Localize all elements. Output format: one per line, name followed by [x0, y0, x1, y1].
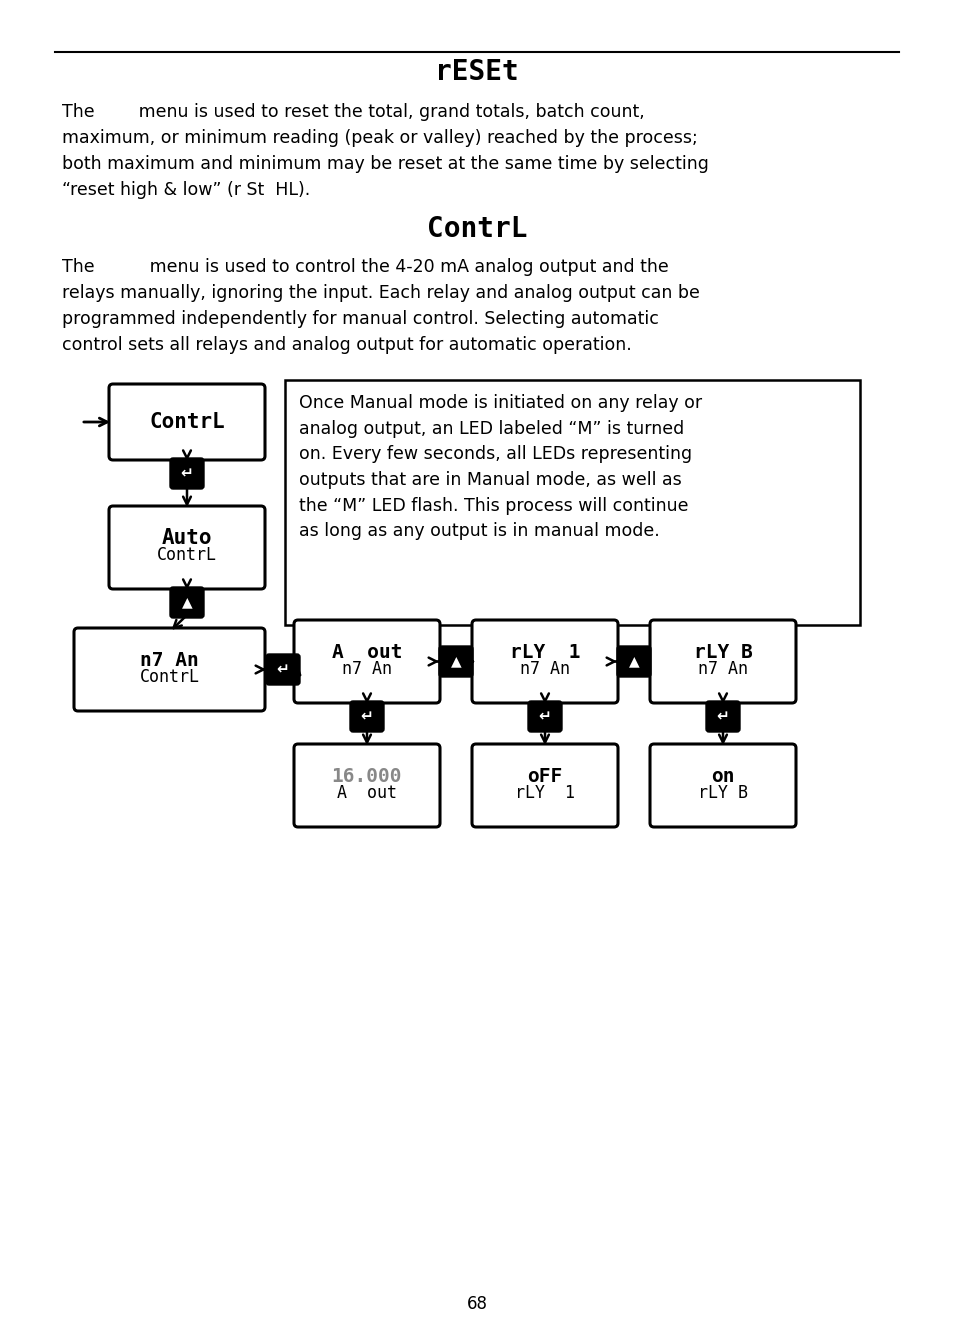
FancyBboxPatch shape [472, 620, 618, 703]
Text: rESEt: rESEt [435, 57, 518, 86]
Text: maximum, or minimum reading (peak or valley) reached by the process;: maximum, or minimum reading (peak or val… [62, 130, 697, 147]
Text: ▲: ▲ [450, 655, 461, 668]
Text: Auto: Auto [162, 528, 212, 548]
FancyBboxPatch shape [74, 628, 265, 711]
Text: n7 An: n7 An [698, 660, 747, 679]
Text: ↵: ↵ [180, 466, 193, 481]
Text: relays manually, ignoring the input. Each relay and analog output can be: relays manually, ignoring the input. Eac… [62, 285, 700, 302]
FancyBboxPatch shape [350, 701, 384, 732]
Text: n7 An: n7 An [519, 660, 569, 679]
FancyBboxPatch shape [294, 620, 439, 703]
FancyBboxPatch shape [649, 744, 795, 827]
Text: ▲: ▲ [181, 596, 193, 609]
Text: rLY B: rLY B [693, 643, 752, 663]
Text: 68: 68 [466, 1295, 487, 1313]
FancyBboxPatch shape [294, 744, 439, 827]
Text: ↵: ↵ [360, 709, 373, 724]
Text: programmed independently for manual control. Selecting automatic: programmed independently for manual cont… [62, 310, 659, 329]
Text: n7 An: n7 An [341, 660, 392, 679]
Text: A  out: A out [332, 643, 402, 663]
Text: rLY  1: rLY 1 [515, 784, 575, 803]
FancyBboxPatch shape [705, 701, 740, 732]
Text: rLY B: rLY B [698, 784, 747, 803]
FancyBboxPatch shape [266, 655, 299, 685]
Text: both maximum and minimum may be reset at the same time by selecting: both maximum and minimum may be reset at… [62, 155, 708, 172]
Text: rLY  1: rLY 1 [509, 643, 579, 663]
Text: ContrL: ContrL [149, 411, 225, 432]
Text: ↵: ↵ [716, 709, 729, 724]
Text: ↵: ↵ [276, 663, 289, 677]
Text: The        menu is used to reset the total, grand totals, batch count,: The menu is used to reset the total, gra… [62, 103, 644, 122]
Text: control sets all relays and analog output for automatic operation.: control sets all relays and analog outpu… [62, 335, 631, 354]
Text: ContrL: ContrL [157, 546, 216, 565]
Text: A  out: A out [336, 784, 396, 803]
FancyBboxPatch shape [109, 383, 265, 460]
Text: 16.000: 16.000 [332, 767, 402, 786]
Text: ContrL: ContrL [139, 668, 199, 687]
Text: “reset high & low” (r St  HL).: “reset high & low” (r St HL). [62, 180, 310, 199]
FancyBboxPatch shape [170, 587, 204, 619]
Text: Once Manual mode is initiated on any relay or
analog output, an LED labeled “M” : Once Manual mode is initiated on any rel… [298, 394, 701, 541]
FancyBboxPatch shape [527, 701, 561, 732]
FancyBboxPatch shape [617, 647, 650, 677]
FancyBboxPatch shape [472, 744, 618, 827]
Text: n7 An: n7 An [140, 651, 198, 669]
Text: ContrL: ContrL [426, 215, 527, 243]
Text: The          menu is used to control the 4-20 mA analog output and the: The menu is used to control the 4-20 mA … [62, 258, 668, 277]
FancyBboxPatch shape [109, 506, 265, 589]
FancyBboxPatch shape [170, 458, 204, 489]
Text: ↵: ↵ [538, 709, 551, 724]
FancyBboxPatch shape [438, 647, 473, 677]
Text: on: on [711, 767, 734, 786]
FancyBboxPatch shape [649, 620, 795, 703]
Text: ▲: ▲ [628, 655, 639, 668]
Text: oFF: oFF [527, 767, 562, 786]
FancyBboxPatch shape [285, 379, 859, 625]
